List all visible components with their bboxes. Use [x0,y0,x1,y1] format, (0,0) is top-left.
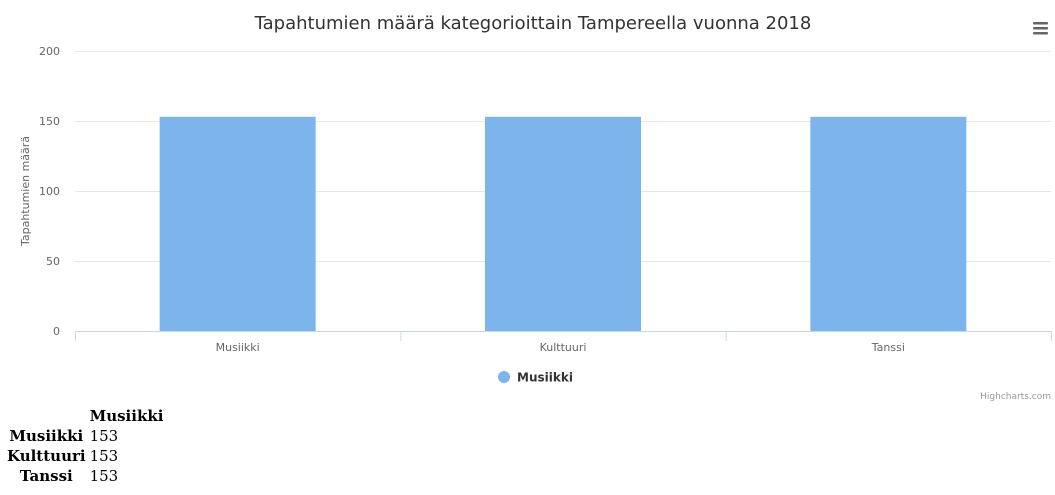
bar-tanssi[interactable] [810,116,967,331]
data-table: Musiikki Musiikki 153 Kulttuuri 153 Tans… [4,405,166,487]
table-row-value: 153 [89,467,119,485]
table-row: Kulttuuri 153 [6,447,164,465]
legend[interactable]: Musiikki [498,371,573,385]
table-row-label: Kulttuuri [7,447,86,465]
credits-link[interactable]: Highcharts.com [980,392,1051,402]
table-row: Musiikki 153 [6,427,164,445]
legend-label[interactable]: Musiikki [517,371,573,385]
y-axis-ticks: 0 50 100 150 200 [39,45,60,338]
table-row: Tanssi 153 [6,467,164,485]
y-axis-label: Tapahtumien määrä [19,136,32,247]
legend-marker[interactable] [498,371,510,383]
x-tick-label: Tanssi [871,341,905,354]
bar-kulttuuri[interactable] [485,116,641,331]
y-tick-label: 150 [39,115,60,128]
bar-musiikki[interactable] [159,116,316,331]
y-tick-label: 100 [39,185,60,198]
x-tick-label: Musiikki [216,341,260,354]
table-row-label: Musiikki [9,427,84,445]
table-header-series: Musiikki [89,407,164,425]
hamburger-menu-icon[interactable] [1032,20,1050,36]
y-tick-label: 50 [46,255,60,268]
x-tick-label: Kulttuuri [540,341,587,354]
table-row-value: 153 [89,447,119,465]
x-axis [75,331,1052,341]
table-row-value: 153 [89,427,119,445]
table-header-row: Musiikki [6,407,164,425]
y-tick-label: 200 [39,45,60,58]
bar-chart: Tapahtumien määrä kategorioittain Tamper… [19,13,1052,402]
bars [159,116,967,331]
table-row-label: Tanssi [19,467,73,485]
chart-container: Tapahtumien määrä kategorioittain Tamper… [19,13,1052,402]
chart-title: Tapahtumien määrä kategorioittain Tamper… [254,13,812,34]
y-tick-label: 0 [53,325,60,338]
table-header-empty [6,407,87,425]
x-axis-ticks: Musiikki Kulttuuri Tanssi [216,341,905,354]
